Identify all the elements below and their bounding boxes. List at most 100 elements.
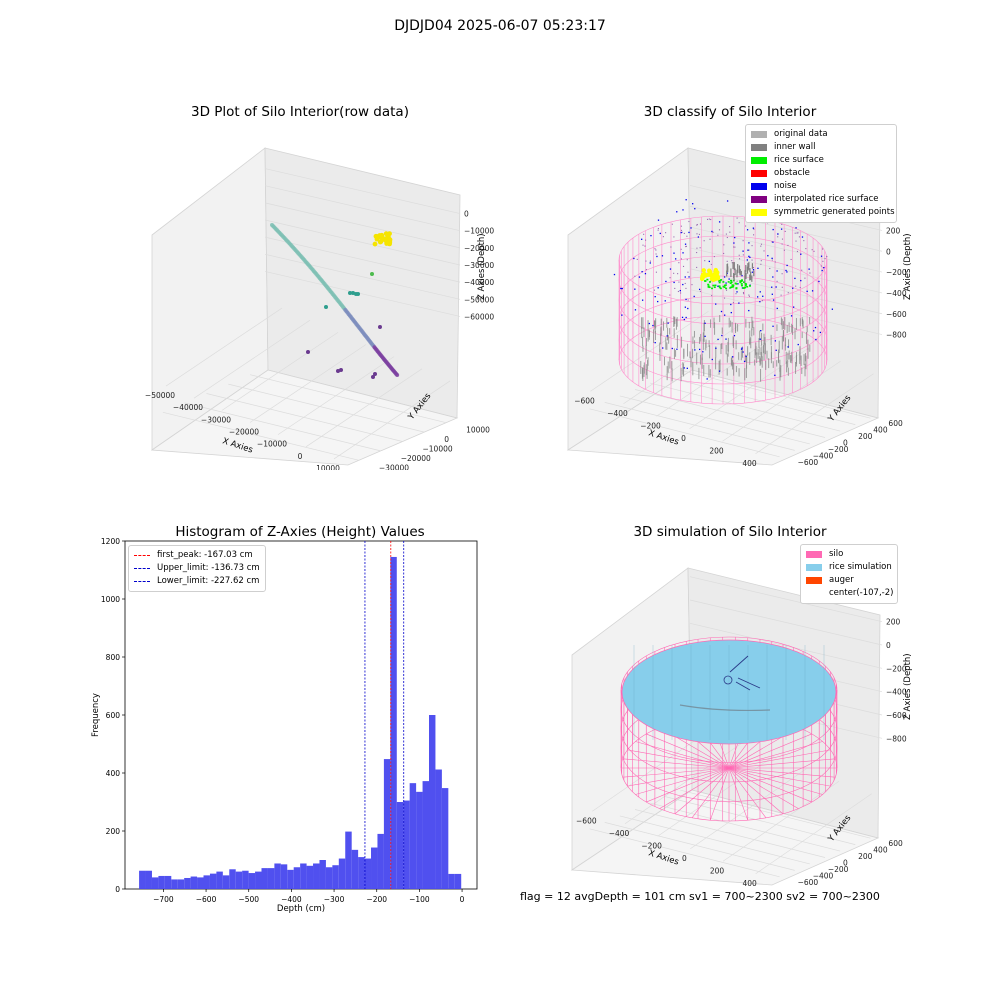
legend-line [134, 555, 150, 556]
data-point [682, 209, 684, 211]
tick-label: −200 [828, 445, 849, 454]
tick-label: −40000 [173, 403, 203, 412]
data-point [721, 342, 723, 350]
legend-line [134, 568, 150, 569]
histogram-bar [409, 783, 417, 889]
data-point [738, 265, 741, 274]
histogram-legend: first_peak: -167.03 cm Upper_limit: -136.… [128, 545, 266, 592]
x-tick-label: 0 [460, 895, 465, 904]
grid-line [264, 168, 461, 214]
data-point [776, 324, 778, 331]
data-point [758, 338, 760, 348]
data-point [687, 299, 689, 301]
tick-label: 200 [886, 618, 901, 627]
data-point [673, 236, 675, 238]
grid-line [264, 253, 461, 300]
data-point [709, 238, 711, 240]
data-point [736, 291, 738, 293]
tick-label: −400 [813, 871, 834, 880]
data-point [662, 236, 664, 238]
data-point [669, 294, 671, 296]
data-point [781, 238, 784, 240]
data-point [735, 287, 738, 289]
data-point [809, 317, 811, 324]
data-point [751, 271, 754, 273]
data-point [732, 337, 734, 348]
data-point [686, 367, 688, 369]
histogram-bar [255, 871, 262, 889]
data-point [802, 320, 804, 329]
data-point [696, 223, 698, 226]
grid-line [162, 411, 359, 461]
histogram-bar [300, 863, 307, 889]
data-point [792, 287, 794, 289]
data-point [687, 271, 689, 273]
data-point [732, 284, 735, 287]
z-axis-label: Z Axies (Depth) [903, 233, 913, 300]
panel2-title: 3D classify of Silo Interior [643, 104, 817, 120]
silo-floor-spoke [635, 741, 730, 769]
data-point [700, 333, 702, 342]
data-point [751, 245, 753, 247]
y-tick-label: 0 [115, 885, 120, 894]
data-point [752, 227, 755, 229]
z-axis-label: Z Axies (Depth) [903, 653, 913, 720]
data-point [683, 318, 685, 321]
data-point [669, 328, 671, 335]
data-point [685, 199, 687, 201]
data-point [687, 307, 689, 310]
data-point [807, 347, 809, 359]
data-point [725, 338, 727, 340]
histogram-bar [190, 876, 198, 889]
data-point [669, 356, 671, 369]
data-point [645, 338, 647, 346]
data-point [723, 252, 725, 255]
data-point [724, 284, 727, 287]
data-point [786, 324, 788, 334]
data-point [742, 291, 745, 294]
data-point [671, 368, 673, 382]
histogram-bar [332, 865, 339, 889]
data-point [753, 270, 755, 277]
data-point [703, 240, 705, 242]
histogram-bar [306, 865, 314, 889]
data-point [642, 317, 644, 329]
tick-label: 400 [873, 426, 888, 435]
data-point [699, 354, 701, 365]
data-point [797, 343, 799, 346]
data-point [740, 284, 743, 287]
data-point [760, 368, 762, 382]
data-point [801, 367, 803, 374]
data-point [771, 286, 773, 288]
data-point [791, 355, 793, 362]
data-point [684, 243, 687, 245]
center-mark [723, 675, 733, 685]
legend-entry: rice simulation [806, 561, 892, 574]
point-cloud [270, 223, 400, 379]
data-point [751, 259, 753, 261]
data-point [676, 348, 678, 350]
grid-line [589, 408, 780, 458]
data-point [764, 343, 766, 355]
data-point [795, 318, 797, 331]
data-point [657, 300, 659, 303]
histogram-bar [429, 715, 436, 889]
tick-label: 200 [858, 852, 873, 861]
tick-label: −60000 [464, 312, 494, 321]
tick-label: −600 [886, 310, 907, 319]
data-point [667, 361, 669, 373]
data-point [690, 227, 692, 229]
data-point [718, 286, 721, 289]
data-point [801, 269, 803, 271]
tick-label: 0 [298, 452, 303, 461]
data-point [729, 282, 732, 284]
data-point [673, 272, 675, 274]
data-point [613, 273, 616, 276]
data-point [733, 246, 735, 248]
data-point [657, 219, 660, 221]
histogram-bar [351, 849, 359, 889]
tick-label: 200 [886, 226, 901, 235]
data-point [665, 280, 667, 283]
data-point [750, 337, 752, 349]
